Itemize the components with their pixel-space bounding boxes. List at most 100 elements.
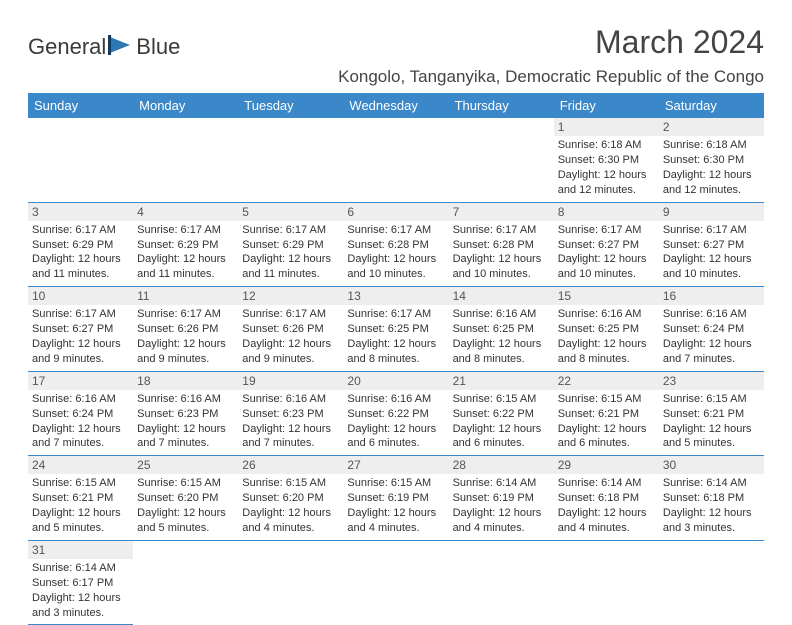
sunset-text: Sunset: 6:29 PM xyxy=(137,238,234,253)
calendar-cell: 2Sunrise: 6:18 AMSunset: 6:30 PMDaylight… xyxy=(659,118,764,202)
daylight-text: Daylight: 12 hours and 5 minutes. xyxy=(137,506,234,536)
calendar-cell: 17Sunrise: 6:16 AMSunset: 6:24 PMDayligh… xyxy=(28,371,133,456)
calendar-cell xyxy=(133,118,238,202)
day-number: 20 xyxy=(343,372,448,390)
sunset-text: Sunset: 6:25 PM xyxy=(558,322,655,337)
day-header: Wednesday xyxy=(343,93,448,118)
calendar-cell xyxy=(449,118,554,202)
daylight-text: Daylight: 12 hours and 8 minutes. xyxy=(347,337,444,367)
sunset-text: Sunset: 6:17 PM xyxy=(32,576,129,591)
calendar-row: 3Sunrise: 6:17 AMSunset: 6:29 PMDaylight… xyxy=(28,202,764,287)
calendar-cell: 27Sunrise: 6:15 AMSunset: 6:19 PMDayligh… xyxy=(343,456,448,541)
sunrise-text: Sunrise: 6:14 AM xyxy=(453,476,550,491)
day-number: 3 xyxy=(28,203,133,221)
header: General Blue March 2024 Kongolo, Tangany… xyxy=(28,24,764,87)
sunset-text: Sunset: 6:29 PM xyxy=(32,238,129,253)
sunset-text: Sunset: 6:26 PM xyxy=(137,322,234,337)
daylight-text: Daylight: 12 hours and 10 minutes. xyxy=(663,252,760,282)
daylight-text: Daylight: 12 hours and 7 minutes. xyxy=(663,337,760,367)
sunrise-text: Sunrise: 6:15 AM xyxy=(242,476,339,491)
calendar-cell: 20Sunrise: 6:16 AMSunset: 6:22 PMDayligh… xyxy=(343,371,448,456)
day-number: 9 xyxy=(659,203,764,221)
daylight-text: Daylight: 12 hours and 6 minutes. xyxy=(347,422,444,452)
day-number: 31 xyxy=(28,541,133,559)
sunrise-text: Sunrise: 6:14 AM xyxy=(32,561,129,576)
day-number: 18 xyxy=(133,372,238,390)
calendar-cell: 12Sunrise: 6:17 AMSunset: 6:26 PMDayligh… xyxy=(238,287,343,372)
day-number: 19 xyxy=(238,372,343,390)
sunset-text: Sunset: 6:25 PM xyxy=(453,322,550,337)
calendar-cell: 18Sunrise: 6:16 AMSunset: 6:23 PMDayligh… xyxy=(133,371,238,456)
day-header: Thursday xyxy=(449,93,554,118)
calendar-cell: 1Sunrise: 6:18 AMSunset: 6:30 PMDaylight… xyxy=(554,118,659,202)
calendar-cell xyxy=(343,118,448,202)
calendar-cell: 7Sunrise: 6:17 AMSunset: 6:28 PMDaylight… xyxy=(449,202,554,287)
sunrise-text: Sunrise: 6:17 AM xyxy=(137,223,234,238)
calendar-cell: 4Sunrise: 6:17 AMSunset: 6:29 PMDaylight… xyxy=(133,202,238,287)
logo-text-blue: Blue xyxy=(136,34,180,60)
day-header: Sunday xyxy=(28,93,133,118)
calendar-cell: 10Sunrise: 6:17 AMSunset: 6:27 PMDayligh… xyxy=(28,287,133,372)
sunset-text: Sunset: 6:26 PM xyxy=(242,322,339,337)
sunset-text: Sunset: 6:27 PM xyxy=(663,238,760,253)
day-number: 13 xyxy=(343,287,448,305)
sunrise-text: Sunrise: 6:18 AM xyxy=(558,138,655,153)
daylight-text: Daylight: 12 hours and 10 minutes. xyxy=(558,252,655,282)
sunset-text: Sunset: 6:23 PM xyxy=(242,407,339,422)
calendar-row: 31 Sunrise: 6:14 AMSunset: 6:17 PMDayligh… xyxy=(28,540,764,625)
sunset-text: Sunset: 6:24 PM xyxy=(32,407,129,422)
calendar-cell xyxy=(659,540,764,625)
daylight-text: Daylight: 12 hours and 6 minutes. xyxy=(558,422,655,452)
sunrise-text: Sunrise: 6:14 AM xyxy=(558,476,655,491)
sunrise-text: Sunrise: 6:16 AM xyxy=(453,307,550,322)
calendar-cell: 14 Sunrise: 6:16 AMSunset: 6:25 PMDayligh… xyxy=(449,287,554,372)
daylight-text: Daylight: 12 hours and 8 minutes. xyxy=(453,337,550,367)
calendar-cell: 29Sunrise: 6:14 AMSunset: 6:18 PMDayligh… xyxy=(554,456,659,541)
daylight-text: Daylight: 12 hours and 3 minutes. xyxy=(32,591,129,621)
day-header: Monday xyxy=(133,93,238,118)
sunrise-text: Sunrise: 6:15 AM xyxy=(137,476,234,491)
daylight-text: Daylight: 12 hours and 9 minutes. xyxy=(32,337,129,367)
sunset-text: Sunset: 6:22 PM xyxy=(453,407,550,422)
day-header: Friday xyxy=(554,93,659,118)
day-number: 28 xyxy=(449,456,554,474)
calendar-cell xyxy=(343,540,448,625)
calendar-cell: 3Sunrise: 6:17 AMSunset: 6:29 PMDaylight… xyxy=(28,202,133,287)
day-number: 2 xyxy=(659,118,764,136)
daylight-text: Daylight: 12 hours and 11 minutes. xyxy=(137,252,234,282)
calendar-cell: 21Sunrise: 6:15 AMSunset: 6:22 PMDayligh… xyxy=(449,371,554,456)
daylight-text: Daylight: 12 hours and 11 minutes. xyxy=(242,252,339,282)
day-number: 16 xyxy=(659,287,764,305)
sunrise-text: Sunrise: 6:15 AM xyxy=(558,392,655,407)
sunset-text: Sunset: 6:30 PM xyxy=(558,153,655,168)
daylight-text: Daylight: 12 hours and 7 minutes. xyxy=(137,422,234,452)
daylight-text: Daylight: 12 hours and 12 minutes. xyxy=(663,168,760,198)
calendar-row: 1 Sunrise: 6:18 AMSunset: 6:30 PM Daylight… xyxy=(28,118,764,202)
calendar-cell: 25Sunrise: 6:15 AMSunset: 6:20 PMDayligh… xyxy=(133,456,238,541)
day-number: 8 xyxy=(554,203,659,221)
daylight-text: Daylight: 12 hours and 4 minutes. xyxy=(558,506,655,536)
sunset-text: Sunset: 6:27 PM xyxy=(558,238,655,253)
sunset-text: Sunset: 6:21 PM xyxy=(32,491,129,506)
sunrise-text: Sunrise: 6:16 AM xyxy=(663,307,760,322)
calendar-cell: 13Sunrise: 6:17 AMSunset: 6:25 PMDayligh… xyxy=(343,287,448,372)
calendar-cell xyxy=(238,118,343,202)
day-number: 10 xyxy=(28,287,133,305)
day-number: 1 xyxy=(554,118,659,136)
sunset-text: Sunset: 6:20 PM xyxy=(137,491,234,506)
daylight-text: Daylight: 12 hours and 4 minutes. xyxy=(453,506,550,536)
flag-icon xyxy=(108,35,134,60)
calendar-cell xyxy=(554,540,659,625)
daylight-text: Daylight: 12 hours and 10 minutes. xyxy=(347,252,444,282)
day-number: 24 xyxy=(28,456,133,474)
sunrise-text: Sunrise: 6:17 AM xyxy=(347,307,444,322)
calendar-cell xyxy=(449,540,554,625)
day-number: 14 xyxy=(449,287,554,305)
title-block: March 2024 Kongolo, Tanganyika, Democrat… xyxy=(338,24,764,87)
sunrise-text: Sunrise: 6:17 AM xyxy=(242,223,339,238)
day-number: 30 xyxy=(659,456,764,474)
sunrise-text: Sunrise: 6:17 AM xyxy=(32,223,129,238)
daylight-text: Daylight: 12 hours and 10 minutes. xyxy=(453,252,550,282)
sunrise-text: Sunrise: 6:16 AM xyxy=(242,392,339,407)
day-number: 5 xyxy=(238,203,343,221)
